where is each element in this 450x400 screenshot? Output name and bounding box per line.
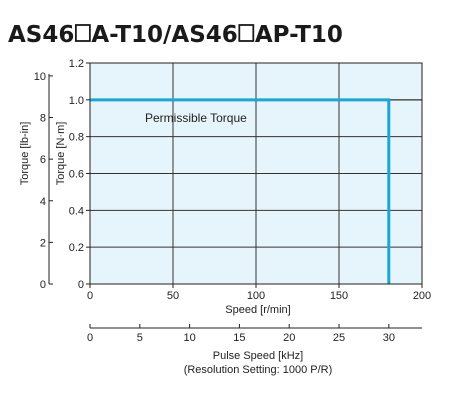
y-tick-label-2: 0.4 — [69, 205, 84, 217]
chart-title: AS46​ — [8, 22, 74, 48]
pulse-tick-label-4: 20 — [283, 332, 295, 344]
y2-tick-label-0: 0 — [40, 279, 46, 291]
x-axis-label: Speed [r/min] — [225, 304, 290, 316]
y2-tick-label-1: 2 — [40, 237, 46, 249]
y-axis-label-nm: Torque [N·m] — [55, 122, 67, 186]
pulse-tick-label-5: 25 — [333, 332, 345, 344]
resolution-setting-label: (Resolution Setting: 1000 P/R) — [184, 364, 333, 376]
pulse-speed-axis-label: Pulse Speed [kHz] — [213, 350, 304, 362]
pulse-tick-label-1: 5 — [137, 332, 143, 344]
x-tick-label-4: 200 — [413, 290, 431, 302]
pulse-tick-label-3: 15 — [233, 332, 245, 344]
title-part-2-text: A-T10/AS46 — [91, 22, 237, 48]
pulse-tick-label-6: 30 — [383, 332, 395, 344]
y2-tick-label-2: 4 — [40, 196, 46, 208]
y-axis-label-lbin: Torque [lb-in] — [19, 122, 31, 186]
x-tick-label-3: 150 — [330, 290, 348, 302]
title-part-1: AS46 — [8, 22, 74, 48]
x-tick-label-0: 0 — [87, 290, 93, 302]
title-box-1 — [74, 24, 91, 42]
y2-tick-label-3: 6 — [40, 154, 46, 166]
y-tick-label-0: 0 — [78, 279, 84, 291]
y-tick-label-4: 0.8 — [69, 132, 84, 144]
y-tick-label-5: 1.0 — [69, 95, 84, 107]
y2-tick-label-4: 8 — [40, 113, 46, 125]
title-part-3-text: AP-T10 — [255, 22, 343, 48]
permissible-torque-annotation: Permissible Torque — [145, 111, 247, 125]
pulse-tick-label-0: 0 — [87, 332, 93, 344]
pulse-tick-label-2: 10 — [183, 332, 195, 344]
y-tick-label-3: 0.6 — [69, 169, 84, 181]
y-tick-label-6: 1.2 — [69, 58, 84, 70]
y2-tick-label-5: 10 — [34, 71, 46, 83]
title-box-2 — [238, 24, 255, 42]
y-tick-label-1: 0.2 — [69, 242, 84, 254]
x-tick-label-1: 50 — [167, 290, 179, 302]
x-tick-label-2: 100 — [247, 290, 265, 302]
